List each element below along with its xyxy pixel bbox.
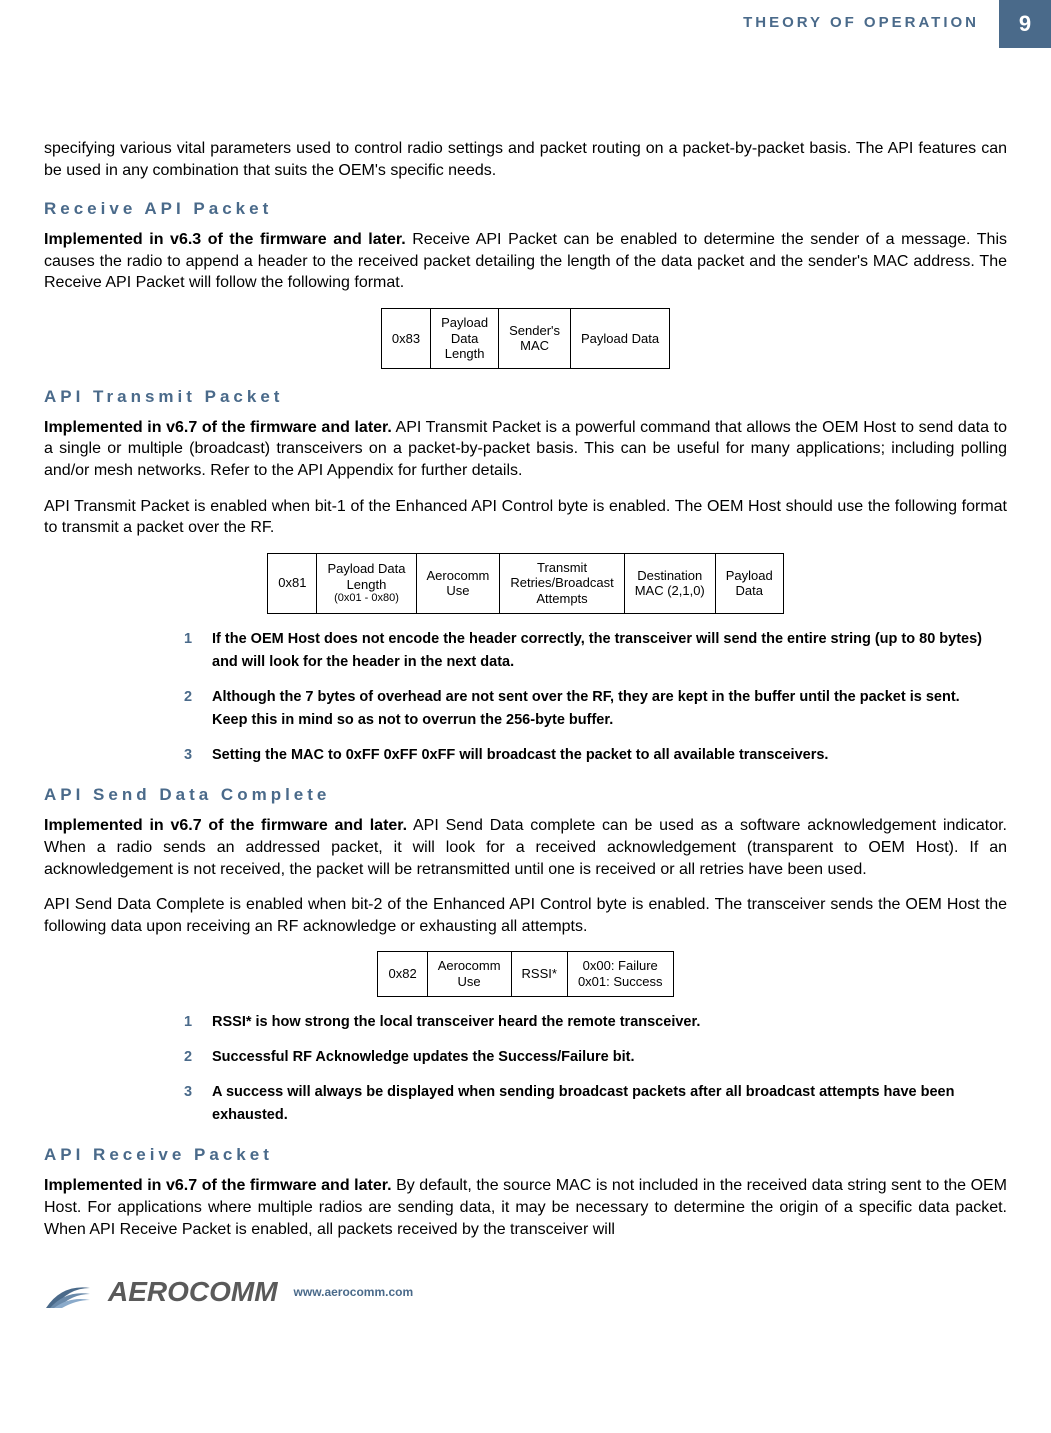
note-number: 1 xyxy=(184,1011,212,1034)
table-cell: PayloadDataLength xyxy=(431,308,499,368)
aerocomm-logo-icon xyxy=(44,1274,92,1310)
note-item: 1 RSSI* is how strong the local transcei… xyxy=(184,1011,1007,1034)
table-cell: TransmitRetries/BroadcastAttempts xyxy=(500,553,624,613)
note-number: 3 xyxy=(184,744,212,767)
transmit-table: 0x81 Payload DataLength(0x01 - 0x80) Aer… xyxy=(267,553,784,614)
table-cell: AerocommUse xyxy=(416,553,500,613)
transmit-body1: Implemented in v6.7 of the firmware and … xyxy=(44,417,1007,482)
note-number: 3 xyxy=(184,1081,212,1127)
heading-send-complete: API Send Data Complete xyxy=(44,785,1007,805)
note-item: 3 A success will always be displayed whe… xyxy=(184,1081,1007,1127)
note-number: 2 xyxy=(184,1046,212,1069)
transmit-body2: API Transmit Packet is enabled when bit-… xyxy=(44,496,1007,539)
note-text: Although the 7 bytes of overhead are not… xyxy=(212,686,1007,732)
page-number: 9 xyxy=(999,0,1051,48)
table-cell: Payload DataLength(0x01 - 0x80) xyxy=(317,553,416,613)
note-item: 2 Successful RF Acknowledge updates the … xyxy=(184,1046,1007,1069)
note-text: Successful RF Acknowledge updates the Su… xyxy=(212,1046,1007,1069)
receive-api-body: Implemented in v6.3 of the firmware and … xyxy=(44,229,1007,294)
receive-packet-body: Implemented in v6.7 of the firmware and … xyxy=(44,1175,1007,1240)
page-footer: AEROCOMM www.aerocomm.com xyxy=(0,1254,1051,1310)
transmit-lead: Implemented in v6.7 of the firmware and … xyxy=(44,419,392,436)
page-header: THEORY OF OPERATION 9 xyxy=(0,0,1051,48)
aerocomm-logo-text: AEROCOMM xyxy=(108,1276,278,1308)
table-cell: Payload Data xyxy=(571,308,670,368)
receive-api-lead: Implemented in v6.3 of the firmware and … xyxy=(44,231,406,248)
table-cell: 0x00: Failure0x01: Success xyxy=(567,952,673,996)
heading-receive-api: Receive API Packet xyxy=(44,199,1007,219)
heading-transmit: API Transmit Packet xyxy=(44,387,1007,407)
send-complete-body1: Implemented in v6.7 of the firmware and … xyxy=(44,815,1007,880)
intro-paragraph: specifying various vital parameters used… xyxy=(44,138,1007,181)
heading-receive-packet: API Receive Packet xyxy=(44,1145,1007,1165)
send-complete-notes: 1 RSSI* is how strong the local transcei… xyxy=(184,1011,1007,1128)
send-complete-body2: API Send Data Complete is enabled when b… xyxy=(44,894,1007,937)
header-title: THEORY OF OPERATION xyxy=(743,0,999,48)
table-cell: AerocommUse xyxy=(427,952,511,996)
table-cell: PayloadData xyxy=(715,553,783,613)
note-number: 1 xyxy=(184,628,212,674)
note-number: 2 xyxy=(184,686,212,732)
note-text: RSSI* is how strong the local transceive… xyxy=(212,1011,1007,1034)
table-cell: 0x83 xyxy=(381,308,430,368)
table-cell: DestinationMAC (2,1,0) xyxy=(624,553,715,613)
table-cell: Sender'sMAC xyxy=(499,308,571,368)
note-item: 3 Setting the MAC to 0xFF 0xFF 0xFF will… xyxy=(184,744,1007,767)
note-text: Setting the MAC to 0xFF 0xFF 0xFF will b… xyxy=(212,744,1007,767)
receive-packet-lead: Implemented in v6.7 of the firmware and … xyxy=(44,1177,392,1194)
footer-url: www.aerocomm.com xyxy=(294,1285,414,1299)
table-cell: 0x81 xyxy=(268,553,317,613)
table-cell: RSSI* xyxy=(511,952,567,996)
receive-api-table: 0x83 PayloadDataLength Sender'sMAC Paylo… xyxy=(381,308,670,369)
note-text: If the OEM Host does not encode the head… xyxy=(212,628,1007,674)
note-item: 1 If the OEM Host does not encode the he… xyxy=(184,628,1007,674)
note-text: A success will always be displayed when … xyxy=(212,1081,1007,1127)
send-complete-lead: Implemented in v6.7 of the firmware and … xyxy=(44,817,407,834)
note-item: 2 Although the 7 bytes of overhead are n… xyxy=(184,686,1007,732)
send-complete-table: 0x82 AerocommUse RSSI* 0x00: Failure0x01… xyxy=(377,951,673,996)
transmit-notes: 1 If the OEM Host does not encode the he… xyxy=(184,628,1007,768)
table-cell: 0x82 xyxy=(378,952,427,996)
